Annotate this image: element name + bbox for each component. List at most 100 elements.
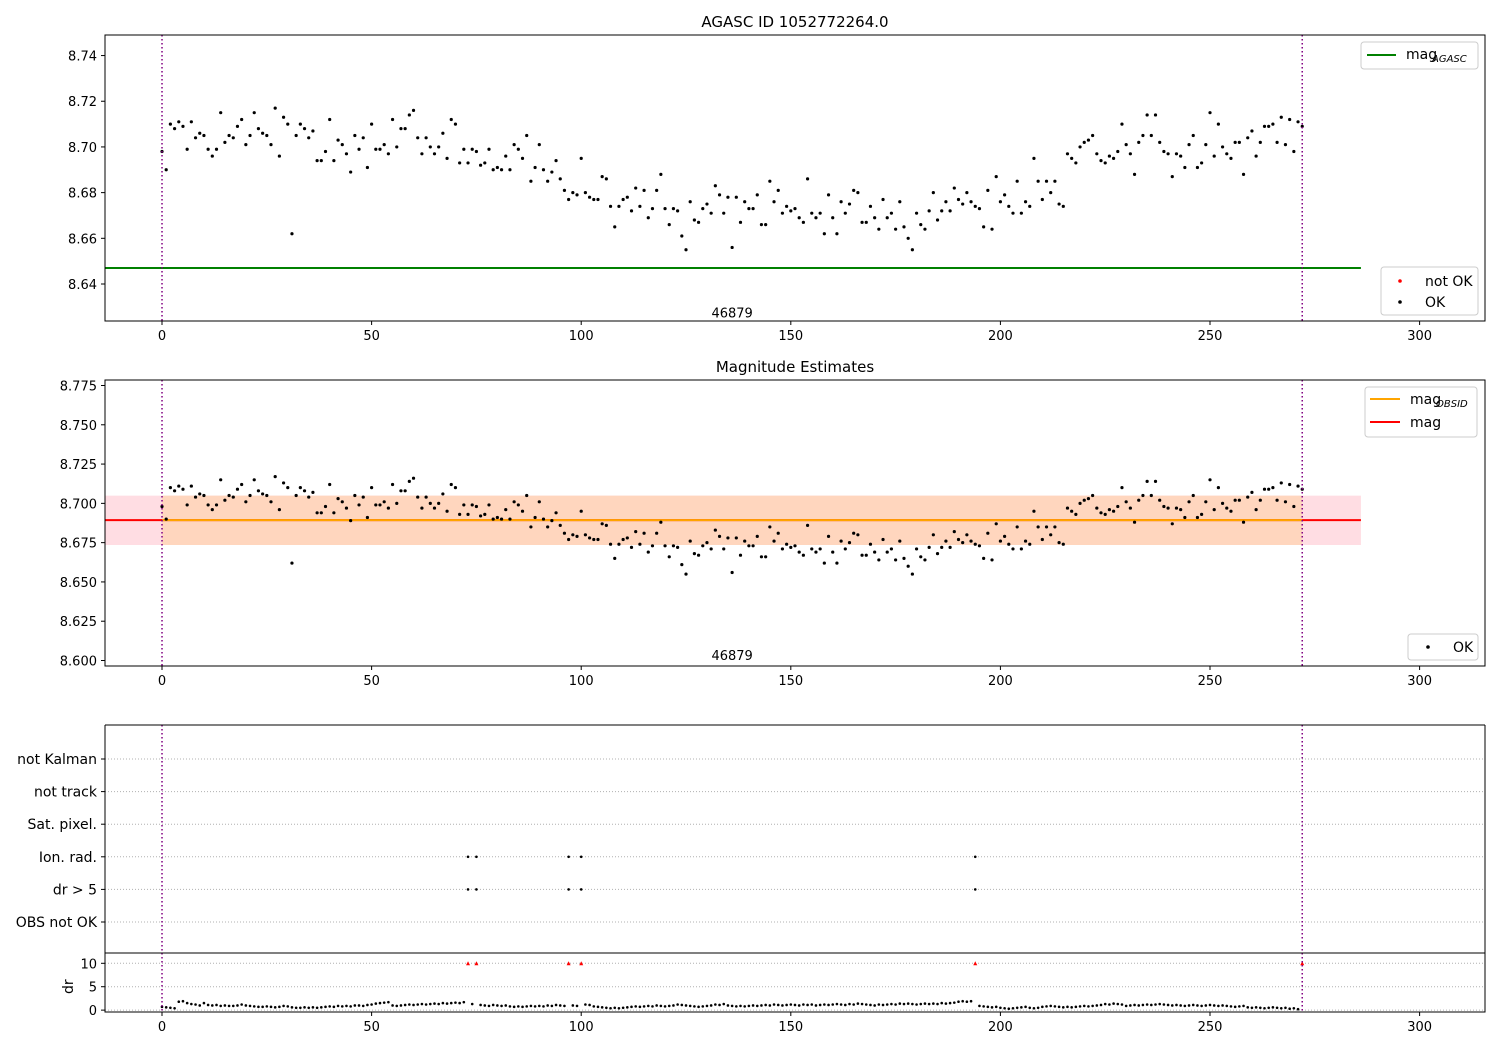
p1-data-point — [1032, 156, 1036, 160]
p4-data-point — [537, 1004, 541, 1008]
p4-data-point — [621, 1006, 625, 1010]
p1-data-point — [432, 152, 437, 156]
p2-data-point — [613, 556, 617, 560]
p2-data-point — [608, 542, 613, 546]
p2-data-point — [575, 534, 579, 538]
p4-data-point — [177, 1000, 181, 1003]
p2-data-point — [1233, 498, 1237, 502]
panel-agasc-magnitude: AGASC ID 1052772264.0 46879 0 50 100 150 200 2… — [68, 13, 1486, 344]
p2-data-point — [1288, 482, 1292, 487]
p1-data-point — [512, 143, 516, 147]
p2-data-point — [776, 531, 780, 535]
p4-data-point — [1095, 1004, 1099, 1007]
p4-data-point — [227, 1004, 231, 1008]
p4-data-point — [332, 1005, 336, 1009]
p1-data-point — [562, 188, 567, 192]
p1-y-tick-label: 8.74 — [68, 50, 97, 65]
p2-data-point — [458, 512, 462, 516]
p2-data-point — [432, 506, 437, 510]
p2-data-point — [1099, 511, 1103, 515]
p2-data-point — [302, 489, 307, 493]
p1-data-point — [449, 117, 453, 122]
p4-data-point — [797, 1004, 801, 1007]
p4-data-point — [1129, 1004, 1132, 1007]
p4-data-point — [726, 1004, 730, 1007]
p1-data-point — [759, 223, 764, 227]
p4-data-point — [437, 1002, 440, 1006]
p1-data-point — [240, 117, 244, 122]
p1-data-point — [634, 186, 638, 190]
p4-data-point — [1217, 1004, 1220, 1008]
p2-data-point — [1204, 500, 1208, 504]
p2-data-point — [520, 509, 525, 513]
p1-data-point — [286, 122, 290, 126]
p2-data-point — [265, 493, 269, 498]
p4-data-point — [1137, 1004, 1141, 1007]
p2-data-point — [927, 545, 931, 549]
p4-data-point — [848, 1002, 851, 1006]
p1-data-point — [961, 202, 965, 206]
p1-data-point — [1137, 140, 1141, 144]
p2-data-point — [495, 515, 499, 520]
p2-data-point — [998, 539, 1003, 543]
p2-1-x-tick-label: 0 — [158, 674, 166, 689]
p2-data-point — [785, 542, 789, 546]
p2-data-point — [445, 509, 449, 513]
p1-data-point — [1267, 124, 1271, 128]
p4-data-point — [294, 1006, 298, 1010]
p2-data-point — [1074, 512, 1078, 516]
p1-data-point — [583, 191, 588, 195]
p1-data-point — [826, 193, 831, 197]
p1-data-point — [587, 195, 592, 199]
p4-data-point — [1007, 1007, 1011, 1011]
p4-data-point — [814, 1004, 818, 1007]
p4-data-point — [948, 1001, 952, 1005]
p4-data-point — [441, 1001, 445, 1005]
p4-data-point — [768, 1004, 772, 1007]
p2-data-point — [1200, 512, 1204, 516]
p1-data-point — [252, 111, 256, 115]
p4-data-point — [1221, 1004, 1224, 1007]
p1-data-point — [529, 179, 533, 183]
p2-data-point — [1271, 486, 1275, 490]
flag-point — [579, 888, 583, 891]
p2-data-point — [558, 523, 562, 527]
p4-data-point — [1296, 1007, 1300, 1011]
p2-data-point — [1070, 509, 1074, 513]
p1-y-tick-label: 8.70 — [68, 141, 97, 156]
p4-data-point — [278, 1005, 281, 1009]
p4-data-point — [1259, 1006, 1262, 1010]
p2-1-x-tick-label: 250 — [1198, 674, 1223, 689]
p2-data-point — [546, 525, 550, 529]
p2-data-point — [424, 495, 428, 499]
p2-data-point — [722, 547, 726, 551]
p1-data-point — [889, 211, 894, 215]
p2-data-point — [982, 556, 986, 560]
p1-data-point — [541, 168, 546, 172]
p1-data-point — [328, 117, 332, 122]
p1-data-point — [1040, 197, 1044, 202]
p4-data-point — [1011, 1006, 1015, 1010]
p1-data-point — [923, 227, 927, 231]
p2-data-point — [843, 547, 847, 551]
p4-data-point — [994, 1005, 998, 1009]
p4-data-point — [470, 1002, 474, 1006]
p4-data-point — [185, 1001, 189, 1005]
p1-data-point — [747, 207, 751, 211]
p4-3-x-tick-label: 300 — [1407, 1020, 1432, 1035]
p4-data-point — [793, 1003, 797, 1007]
p2-data-point — [281, 481, 286, 485]
p4-data-point — [231, 1004, 235, 1008]
p1-axes-frame — [104, 34, 1486, 322]
p2-data-point — [738, 553, 743, 557]
p2-1-x-tick-label: 200 — [988, 674, 1013, 689]
p4-data-point — [223, 1004, 227, 1007]
p2-data-point — [847, 541, 852, 545]
p2-data-point — [1283, 500, 1288, 504]
p1-data-point — [1162, 149, 1166, 154]
p2-data-point — [877, 558, 881, 562]
p1-data-point — [684, 248, 688, 252]
p1-data-point — [1233, 140, 1237, 144]
p2-data-point — [835, 561, 839, 565]
p4-data-point — [571, 1004, 575, 1007]
